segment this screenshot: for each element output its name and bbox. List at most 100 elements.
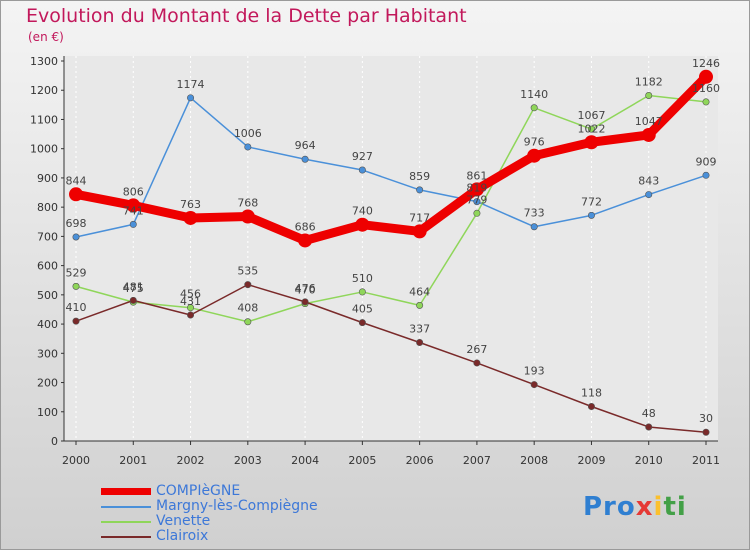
data-point (187, 304, 195, 312)
data-point (187, 94, 195, 102)
data-point (412, 224, 427, 239)
data-point (641, 127, 656, 142)
data-point (699, 69, 713, 84)
data-label: 843 (638, 175, 659, 188)
data-label: 410 (66, 301, 87, 314)
x-tick-label: 2005 (348, 454, 376, 467)
legend-swatch-compiegne (101, 488, 151, 495)
data-label: 1022 (577, 122, 605, 135)
data-point (473, 209, 481, 217)
data-point (469, 182, 484, 197)
data-point (301, 155, 309, 163)
y-tick-label: 100 (37, 406, 58, 419)
data-label: 405 (352, 303, 373, 316)
data-point (358, 166, 366, 174)
legend-label-compiegne: COMPIèGNE (156, 483, 241, 499)
data-label: 475 (123, 282, 144, 295)
data-point (702, 428, 710, 436)
data-label: 740 (352, 205, 373, 218)
legend-swatch-margny (101, 506, 151, 508)
data-label: 763 (180, 198, 201, 211)
data-label: 470 (295, 284, 316, 297)
data-point (244, 281, 252, 289)
data-label: 118 (581, 387, 602, 400)
data-label: 909 (696, 155, 717, 168)
data-label: 193 (524, 365, 545, 378)
y-tick-label: 900 (37, 172, 58, 185)
data-point (473, 198, 481, 206)
data-label: 1182 (635, 75, 663, 88)
data-point (301, 298, 309, 306)
data-point (473, 359, 481, 367)
x-tick-label: 2009 (577, 454, 605, 467)
data-point (72, 233, 80, 241)
data-label: 30 (699, 412, 713, 425)
data-label: 741 (123, 204, 144, 217)
data-label: 772 (581, 195, 602, 208)
data-label: 1006 (234, 127, 262, 140)
data-label: 464 (409, 285, 430, 298)
y-tick-label: 200 (37, 377, 58, 390)
y-tick-label: 500 (37, 289, 58, 302)
x-tick-label: 2003 (234, 454, 262, 467)
data-label: 976 (524, 136, 545, 149)
data-point (645, 191, 653, 199)
data-label: 1067 (577, 109, 605, 122)
data-point (530, 104, 538, 112)
data-point (358, 319, 366, 327)
data-point (244, 143, 252, 151)
data-point (587, 403, 595, 411)
data-point (72, 317, 80, 325)
legend-label-clairoix: Clairoix (156, 528, 209, 544)
data-point (240, 209, 255, 224)
data-label: 859 (409, 170, 430, 183)
data-point (530, 381, 538, 389)
data-point (129, 220, 137, 228)
proxiti-logo: Proxiti (583, 492, 687, 522)
data-label: 806 (123, 185, 144, 198)
data-label: 456 (180, 288, 201, 301)
y-tick-label: 800 (37, 201, 58, 214)
data-point (355, 217, 370, 232)
x-tick-label: 2007 (463, 454, 491, 467)
series-line-0 (71, 72, 711, 245)
x-tick-label: 2001 (119, 454, 147, 467)
data-point (530, 223, 538, 231)
legend-swatch-clairoix (101, 536, 151, 538)
data-point (702, 171, 710, 179)
data-point (72, 282, 80, 290)
chart-title: Evolution du Montant de la Dette par Hab… (26, 5, 467, 27)
data-label: 964 (295, 139, 316, 152)
data-point (587, 211, 595, 219)
data-point (645, 91, 653, 99)
y-tick-label: 1200 (30, 84, 58, 97)
y-tick-label: 1300 (30, 55, 58, 68)
x-tick-label: 2004 (291, 454, 319, 467)
x-tick-label: 2008 (520, 454, 548, 467)
data-label: 267 (466, 343, 487, 356)
data-point (416, 301, 424, 309)
data-label: 1246 (692, 57, 720, 70)
series-line-3 (75, 283, 707, 433)
data-point (645, 423, 653, 431)
data-label: 1174 (177, 78, 205, 91)
data-point (702, 98, 710, 106)
y-tick-label: 400 (37, 318, 58, 331)
x-tick-label: 2010 (635, 454, 663, 467)
data-label: 686 (295, 220, 316, 233)
data-label: 844 (66, 174, 87, 187)
data-label: 819 (466, 182, 487, 195)
data-point (358, 288, 366, 296)
data-label: 698 (66, 217, 87, 230)
x-tick-label: 2000 (62, 454, 90, 467)
y-tick-label: 300 (37, 347, 58, 360)
legend-swatch-venette (101, 521, 151, 523)
data-point (126, 198, 141, 213)
legend-label-margny: Margny-lès-Compiègne (156, 498, 318, 514)
chart-subtitle: (en €) (28, 30, 64, 44)
data-label: 1140 (520, 88, 548, 101)
data-label: 717 (409, 211, 430, 224)
data-point (69, 187, 83, 202)
